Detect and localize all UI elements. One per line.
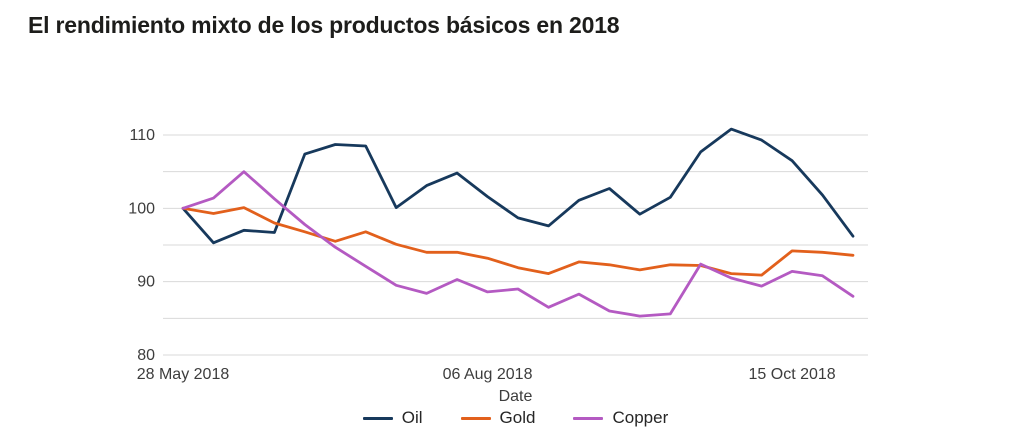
series-line-copper: [181, 170, 855, 318]
legend-item-gold: Gold: [460, 408, 536, 428]
y-tick-label-80: 80: [137, 347, 155, 364]
legend-label-copper: Copper: [612, 408, 669, 427]
x-tick-label-0: 28 May 2018: [137, 366, 230, 383]
legend-item-oil: Oil: [362, 408, 423, 428]
gold-line-swatch: [460, 416, 491, 420]
legend-label-gold: Gold: [499, 408, 536, 427]
x-axis-title: Date: [498, 388, 533, 405]
x-tick-label-10: 06 Aug 2018: [443, 366, 533, 383]
x-tick-label-20: 15 Oct 2018: [749, 366, 836, 383]
y-tick-label-100: 100: [128, 200, 155, 217]
y-tick-label-110: 110: [129, 127, 155, 144]
series-line-gold: [181, 206, 855, 277]
copper-line-swatch: [573, 416, 604, 420]
series-line-oil: [181, 127, 855, 245]
chart-title: El rendimiento mixto de los productos bá…: [28, 12, 620, 38]
oil-line-swatch: [362, 416, 393, 420]
legend-label-oil: Oil: [401, 408, 423, 427]
chart-legend: Oil Gold Copper: [163, 408, 868, 428]
legend-item-copper: Copper: [573, 408, 668, 428]
y-tick-label-90: 90: [137, 274, 155, 291]
